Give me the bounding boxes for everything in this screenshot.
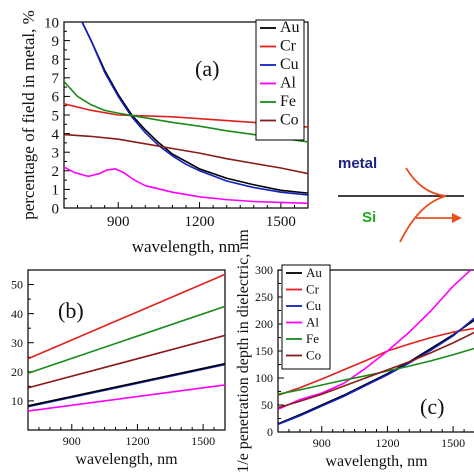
propagation-arrow-head xyxy=(452,213,462,223)
series-line-al xyxy=(278,270,472,411)
x-tick-label: 900 xyxy=(63,434,81,448)
y-tick-label: 10 xyxy=(44,15,59,31)
series-group xyxy=(278,270,474,426)
series-group xyxy=(64,22,308,205)
si-label: Si xyxy=(362,209,376,226)
panel-c: 900 1200 1500 0 50 100 150 200 250 300 wavelength,… xyxy=(235,229,474,473)
y-tick-label: 8 xyxy=(52,52,60,68)
x-tick-label: 1500 xyxy=(191,434,215,448)
series-line-8b1a1a xyxy=(28,334,225,389)
inset-diagram: metal Si xyxy=(338,155,464,243)
y-tick-label: 50 xyxy=(261,398,273,412)
legend-entry: Cu xyxy=(306,298,322,313)
x-tick-label: 1200 xyxy=(375,436,399,450)
metal-label: metal xyxy=(338,155,377,172)
y-tick-label: 50 xyxy=(11,278,23,292)
legend-entry: Cr xyxy=(306,282,320,297)
y-tick-label: 4 xyxy=(52,127,60,143)
y-tick-label: 5 xyxy=(52,108,60,124)
series-line-1a8a1a xyxy=(28,305,225,375)
plot-frame xyxy=(27,269,226,431)
legend-entry: Cu xyxy=(280,56,299,73)
x-axis-label: wavelength, nm xyxy=(325,453,428,470)
legend-entry: Co xyxy=(280,112,299,129)
series-line-1020c0 xyxy=(28,363,225,408)
legend-entry: Au xyxy=(306,265,322,280)
series-line-cr xyxy=(278,327,474,397)
x-axis-label: wavelength, nm xyxy=(75,451,178,468)
x-tick-label: 1200 xyxy=(185,214,215,230)
x-tick-label: 1200 xyxy=(125,434,149,448)
y-tick-label: 9 xyxy=(52,34,60,50)
panel-label: (b) xyxy=(58,298,84,323)
series-line-co xyxy=(278,331,474,409)
field-decay-metal xyxy=(405,167,447,197)
y-tick-label: 6 xyxy=(52,90,60,106)
legend-entry: Co xyxy=(306,348,321,363)
series-line-au xyxy=(278,319,474,425)
legend-box xyxy=(281,264,331,370)
series-line-ff00ff xyxy=(28,384,225,412)
y-tick-label: 200 xyxy=(255,317,273,331)
legend-entry: Cr xyxy=(280,38,297,55)
panel-a: 900 1200 1500 0 1 2 3 4 5 6 7 8 9 10 wavelength, nm per… xyxy=(19,10,309,256)
series-line-e0201b xyxy=(28,273,225,360)
legend-entry: Fe xyxy=(280,93,296,110)
x-tick-label: 900 xyxy=(107,214,130,230)
y-tick-label: 2 xyxy=(52,164,60,180)
series-line-co xyxy=(64,133,308,175)
y-tick-label: 250 xyxy=(255,290,273,304)
series-line-al xyxy=(64,166,308,205)
panel-label: (c) xyxy=(420,394,444,419)
series-group xyxy=(28,273,225,412)
y-tick-label: 0 xyxy=(52,201,60,217)
panel-label: (a) xyxy=(195,56,219,81)
panel-b: 900 1200 1500 10 20 30 40 50 wavelength, nm (b) xyxy=(11,269,226,468)
y-axis-label: 1/e penetration depth in dielectric, nm xyxy=(235,229,252,473)
y-tick-label: 0 xyxy=(267,425,273,439)
legend-entry: Fe xyxy=(306,331,319,346)
y-tick-label: 100 xyxy=(255,371,273,385)
x-tick-label: 1500 xyxy=(441,436,465,450)
x-axis-label: wavelength, nm xyxy=(132,237,241,256)
legend-entry: Al xyxy=(306,315,319,330)
y-tick-label: 20 xyxy=(11,365,23,379)
y-tick-label: 1 xyxy=(52,183,60,199)
y-tick-label: 7 xyxy=(52,71,60,87)
y-tick-label: 10 xyxy=(11,394,23,408)
x-tick-label: 1500 xyxy=(266,214,296,230)
legend-entry: Au xyxy=(280,19,300,36)
series-line-000000 xyxy=(28,362,225,407)
series-line-cu xyxy=(278,317,474,426)
x-tick-label: 900 xyxy=(313,436,331,450)
y-tick-label: 3 xyxy=(52,145,60,161)
legend-entry: Al xyxy=(280,75,297,92)
y-tick-label: 40 xyxy=(11,307,23,321)
field-decay-si xyxy=(399,195,447,243)
y-axis-label: percentage of field in metal, % xyxy=(19,10,38,220)
y-tick-label: 150 xyxy=(255,344,273,358)
y-tick-label: 30 xyxy=(11,336,23,350)
y-tick-label: 300 xyxy=(255,263,273,277)
